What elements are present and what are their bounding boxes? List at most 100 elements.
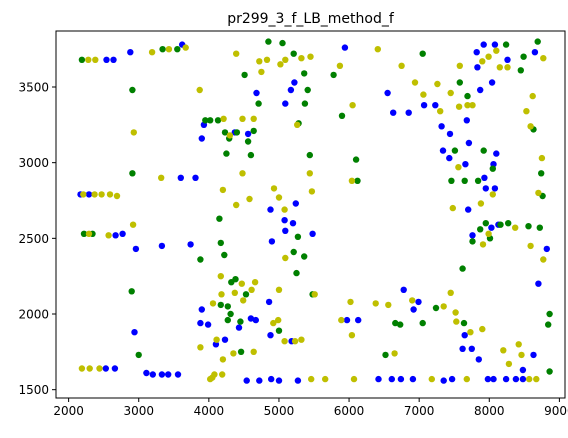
scatter-point bbox=[251, 279, 259, 286]
scatter-point bbox=[292, 200, 299, 207]
scatter-point bbox=[233, 201, 240, 209]
scatter-point bbox=[392, 319, 399, 327]
scatter-point bbox=[372, 300, 379, 307]
y-tick-label: 1500 bbox=[18, 383, 49, 397]
x-tick-label: 6000 bbox=[334, 404, 365, 418]
scatter-point bbox=[219, 371, 226, 378]
scatter-point bbox=[420, 102, 428, 109]
scatter-point bbox=[505, 220, 512, 227]
scatter-point bbox=[158, 174, 165, 181]
scatter-point bbox=[535, 189, 542, 197]
scatter-point bbox=[540, 55, 547, 62]
scatter-point bbox=[149, 371, 156, 378]
scatter-point bbox=[221, 336, 229, 343]
scatter-point bbox=[165, 46, 173, 53]
y-tick-label: 2000 bbox=[18, 308, 49, 322]
scatter-point bbox=[275, 316, 282, 324]
scatter-point bbox=[482, 220, 489, 227]
scatter-point bbox=[192, 174, 199, 181]
scatter-point bbox=[86, 365, 93, 372]
scatter-point bbox=[348, 177, 356, 184]
scatter-point bbox=[519, 375, 527, 383]
scatter-point bbox=[533, 375, 540, 383]
scatter-point bbox=[270, 185, 278, 192]
scatter-point bbox=[217, 301, 224, 309]
scatter-point bbox=[446, 130, 454, 138]
scatter-point bbox=[480, 41, 487, 48]
scatter-point bbox=[538, 154, 546, 162]
scatter-point bbox=[438, 123, 445, 130]
scatter-point bbox=[85, 191, 93, 198]
scatter-point bbox=[500, 347, 507, 354]
scatter-point bbox=[241, 71, 248, 79]
scatter-point bbox=[96, 365, 103, 372]
scatter-point bbox=[400, 286, 407, 293]
scatter-point bbox=[502, 375, 510, 383]
scatter-point bbox=[256, 58, 263, 65]
scatter-point bbox=[219, 356, 227, 363]
scatter-point bbox=[347, 298, 354, 306]
scatter-point bbox=[268, 375, 275, 383]
scatter-point bbox=[218, 291, 225, 298]
scatter-point bbox=[480, 147, 487, 154]
scatter-point bbox=[159, 46, 166, 53]
scatter-point bbox=[230, 350, 237, 357]
scatter-point bbox=[243, 377, 250, 384]
scatter-point bbox=[291, 79, 298, 86]
scatter-point bbox=[198, 135, 205, 142]
scatter-point bbox=[464, 92, 471, 100]
plot-area-frame bbox=[55, 30, 566, 399]
scatter-point bbox=[338, 112, 346, 120]
scatter-point bbox=[231, 289, 238, 296]
scatter-point bbox=[85, 230, 93, 237]
scatter-point bbox=[275, 327, 283, 334]
scatter-point bbox=[388, 375, 395, 383]
scatter-point bbox=[78, 365, 86, 372]
scatter-point bbox=[197, 319, 204, 327]
scatter-point bbox=[440, 303, 447, 310]
y-tick-label: 3000 bbox=[18, 156, 49, 170]
scatter-point bbox=[490, 375, 497, 383]
scatter-point bbox=[132, 245, 140, 253]
scatter-point bbox=[448, 375, 456, 383]
scatter-point bbox=[127, 49, 134, 56]
scatter-point bbox=[268, 238, 276, 245]
scatter-point bbox=[529, 92, 536, 100]
scatter-point bbox=[527, 123, 534, 130]
scatter-point bbox=[350, 375, 358, 383]
scatter-point bbox=[343, 316, 351, 324]
scatter-point bbox=[279, 39, 286, 47]
scatter-point bbox=[174, 46, 181, 53]
scatter-point bbox=[525, 223, 532, 230]
scatter-point bbox=[238, 280, 245, 287]
scatter-point bbox=[448, 177, 455, 184]
scatter-point bbox=[224, 316, 231, 324]
scatter-point bbox=[294, 121, 301, 128]
scatter-point bbox=[465, 206, 472, 213]
scatter-point bbox=[221, 129, 229, 136]
scatter-point bbox=[469, 238, 476, 245]
y-tick-label: 2500 bbox=[18, 232, 49, 246]
scatter-point bbox=[267, 332, 274, 339]
scatter-point bbox=[182, 44, 189, 51]
scatter-point bbox=[469, 232, 476, 239]
scatter-point bbox=[204, 321, 212, 328]
scatter-point bbox=[519, 366, 527, 374]
scatter-point bbox=[187, 241, 194, 248]
scatter-point bbox=[250, 348, 257, 355]
scatter-point bbox=[224, 303, 231, 310]
scatter-point bbox=[505, 360, 513, 368]
scatter-point bbox=[474, 64, 481, 71]
points-layer bbox=[77, 38, 553, 384]
scatter-point bbox=[451, 147, 459, 154]
scatter-point bbox=[306, 170, 313, 177]
scatter-point bbox=[477, 86, 484, 94]
scatter-point bbox=[496, 64, 503, 71]
scatter-point bbox=[517, 67, 524, 74]
scatter-point bbox=[216, 215, 223, 222]
scatter-point bbox=[217, 239, 224, 247]
scatter-point bbox=[308, 375, 315, 383]
scatter-point bbox=[530, 351, 537, 359]
